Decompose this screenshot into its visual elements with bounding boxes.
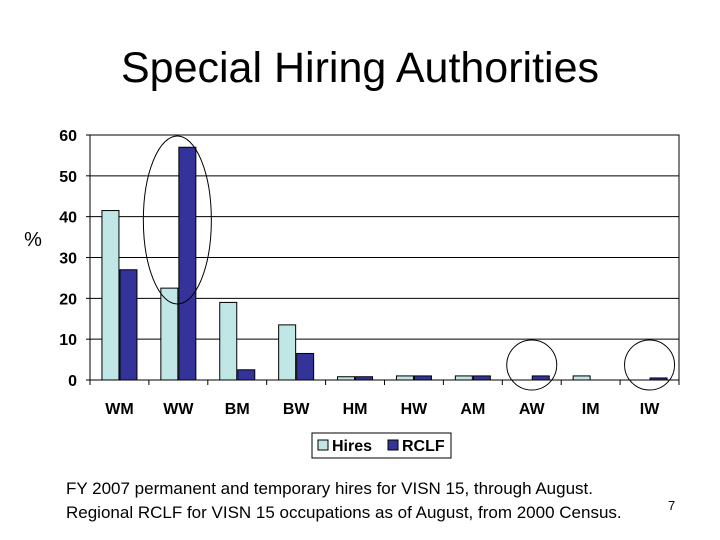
caption-line-1: FY 2007 permanent and temporary hires fo… xyxy=(66,479,593,498)
bar-hires-wm xyxy=(101,210,120,381)
y-tick-label-20: 20 xyxy=(59,291,77,308)
bar-rclf-ww xyxy=(178,146,197,381)
bar-rclf-am xyxy=(472,375,491,381)
bar-rclf-iw xyxy=(649,377,668,381)
x-tick-label-hw: HW xyxy=(401,401,429,418)
legend-label-hires: Hires xyxy=(332,438,372,455)
bar-hires-hm xyxy=(337,376,356,381)
slide-title: Special Hiring Authorities xyxy=(120,44,600,92)
annotation-ellipse-iw xyxy=(624,339,676,391)
bar-hires-im xyxy=(572,375,591,381)
bar-rclf-wm xyxy=(119,269,138,381)
y-tick-label-10: 10 xyxy=(59,332,77,349)
x-tick-label-iw: IW xyxy=(640,401,660,418)
legend-swatch-hires xyxy=(317,439,329,451)
bar-rclf-aw xyxy=(531,375,550,381)
x-tick-label-im: IM xyxy=(582,401,600,418)
bar-rclf-bw xyxy=(296,352,315,381)
bar-hires-am xyxy=(454,375,473,381)
legend-label-rclf: RCLF xyxy=(402,438,445,455)
annotation-ellipse-ww xyxy=(142,135,212,305)
annotation-ellipse-aw xyxy=(506,339,558,391)
y-tick-label-0: 0 xyxy=(68,373,77,390)
bar-hires-bw xyxy=(278,324,297,381)
legend xyxy=(311,432,452,459)
y-tick-label-30: 30 xyxy=(59,251,77,268)
caption-line-2: Regional RCLF for VISN 15 occupations as… xyxy=(66,503,622,522)
x-tick-label-am: AM xyxy=(460,401,485,418)
bar-hires-bm xyxy=(219,301,238,381)
slide-number: 7 xyxy=(668,498,676,513)
legend-swatch-rclf xyxy=(387,439,399,451)
y-tick-label-40: 40 xyxy=(59,210,77,227)
bar-rclf-hm xyxy=(355,376,374,381)
x-tick-label-aw: AW xyxy=(519,401,546,418)
x-tick-label-wm: WM xyxy=(105,401,133,418)
bar-rclf-hw xyxy=(413,375,432,381)
y-tick-label-60: 60 xyxy=(59,128,77,145)
x-tick-label-bm: BM xyxy=(225,401,250,418)
y-axis-label: % xyxy=(24,229,42,251)
bar-hires-hw xyxy=(395,375,414,381)
y-tick-label-50: 50 xyxy=(59,169,77,186)
bar-hires-ww xyxy=(160,287,179,381)
chart-caption: FY 2007 permanent and temporary hires fo… xyxy=(66,477,622,525)
x-tick-label-hm: HM xyxy=(343,401,368,418)
bar-rclf-bm xyxy=(237,369,256,381)
x-tick-label-ww: WW xyxy=(163,401,194,418)
x-tick-label-bw: BW xyxy=(283,401,311,418)
